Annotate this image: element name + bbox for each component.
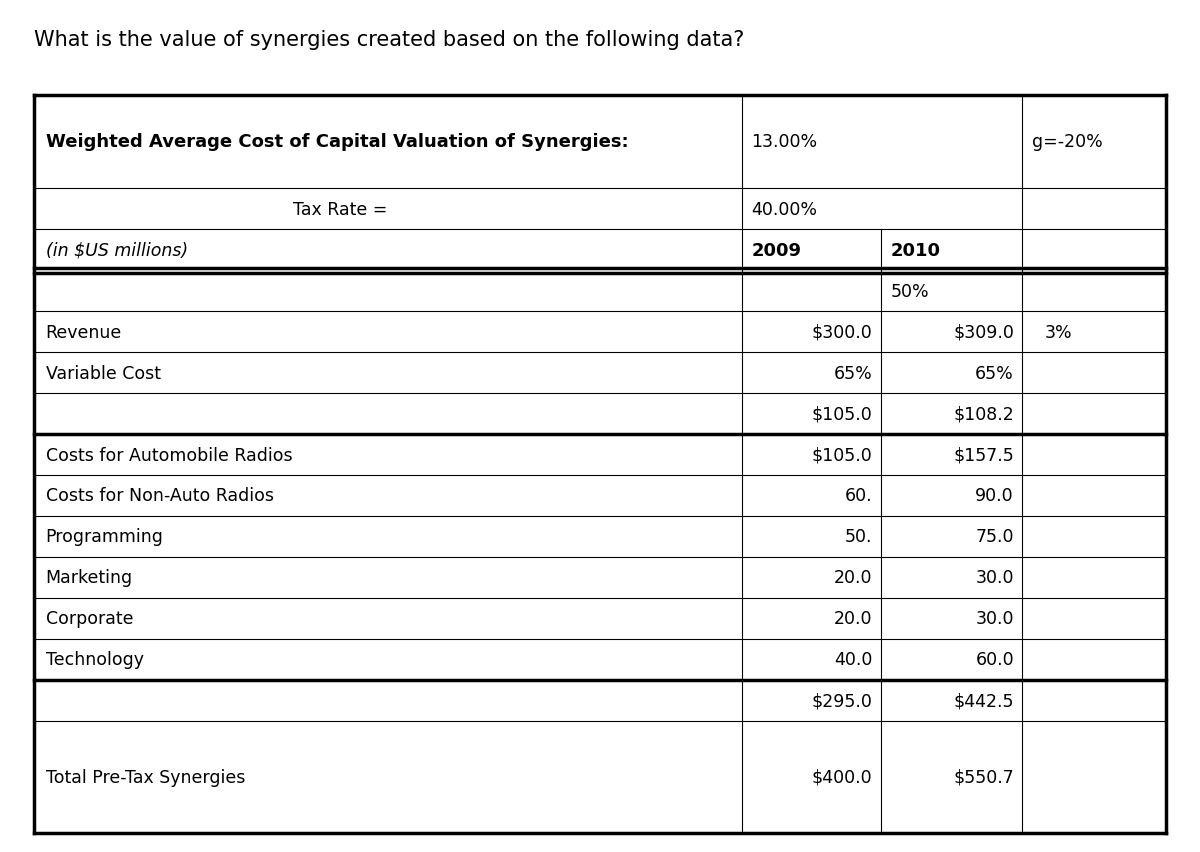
Text: Technology: Technology	[46, 650, 144, 669]
Text: 40.0: 40.0	[834, 650, 872, 669]
Text: $157.5: $157.5	[953, 446, 1014, 464]
Text: 50%: 50%	[890, 282, 929, 301]
Text: $295.0: $295.0	[811, 691, 872, 710]
Text: 50.: 50.	[845, 527, 872, 546]
Text: 65%: 65%	[976, 364, 1014, 383]
Text: $442.5: $442.5	[954, 691, 1014, 710]
Text: Total Pre-Tax Synergies: Total Pre-Tax Synergies	[46, 768, 245, 786]
Text: $108.2: $108.2	[953, 405, 1014, 423]
Text: Costs for Automobile Radios: Costs for Automobile Radios	[46, 446, 293, 464]
Text: 75.0: 75.0	[976, 527, 1014, 546]
Text: $105.0: $105.0	[811, 446, 872, 464]
Text: Costs for Non-Auto Radios: Costs for Non-Auto Radios	[46, 486, 274, 505]
Text: 20.0: 20.0	[834, 609, 872, 628]
Text: 90.0: 90.0	[976, 486, 1014, 505]
Text: $550.7: $550.7	[953, 768, 1014, 786]
Text: g=-20%: g=-20%	[1032, 133, 1103, 152]
Text: Marketing: Marketing	[46, 568, 133, 587]
Text: 60.: 60.	[845, 486, 872, 505]
Text: Revenue: Revenue	[46, 323, 122, 342]
Text: 30.0: 30.0	[976, 568, 1014, 587]
Text: Tax Rate =: Tax Rate =	[293, 200, 388, 219]
Text: 2009: 2009	[751, 241, 802, 260]
Text: 65%: 65%	[834, 364, 872, 383]
Text: (in $US millions): (in $US millions)	[46, 241, 187, 260]
Text: 30.0: 30.0	[976, 609, 1014, 628]
Text: 60.0: 60.0	[976, 650, 1014, 669]
Text: $309.0: $309.0	[953, 323, 1014, 342]
Text: $105.0: $105.0	[811, 405, 872, 423]
Text: What is the value of synergies created based on the following data?: What is the value of synergies created b…	[34, 30, 744, 49]
Text: 40.00%: 40.00%	[751, 200, 817, 219]
Text: Corporate: Corporate	[46, 609, 133, 628]
Text: 2010: 2010	[890, 241, 941, 260]
Text: Programming: Programming	[46, 527, 163, 546]
Text: Variable Cost: Variable Cost	[46, 364, 161, 383]
Text: 3%: 3%	[1044, 323, 1073, 342]
Text: $400.0: $400.0	[811, 768, 872, 786]
Text: Weighted Average Cost of Capital Valuation of Synergies:: Weighted Average Cost of Capital Valuati…	[46, 133, 629, 152]
Text: $300.0: $300.0	[811, 323, 872, 342]
Text: 20.0: 20.0	[834, 568, 872, 587]
Text: 13.00%: 13.00%	[751, 133, 817, 152]
